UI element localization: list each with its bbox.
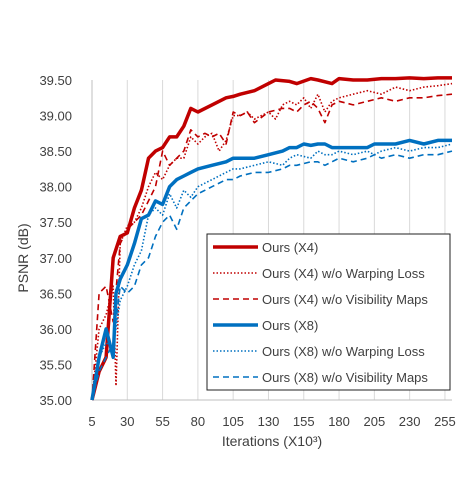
series-line-6	[91, 150, 453, 401]
x-tick-label: 105	[222, 414, 244, 429]
series-line-5	[91, 143, 453, 401]
y-tick-label: 37.00	[39, 251, 72, 266]
y-tick-label: 35.00	[39, 393, 72, 408]
legend-label: Ours (X4) w/o Visibility Maps	[262, 292, 428, 307]
series-layer	[90, 76, 453, 401]
x-tick-label: 205	[364, 414, 386, 429]
legend-label: Ours (X4)	[262, 240, 318, 255]
axis-layer: 5 30 55 80 105 130 155 180 205 230 255 35.00 35.50 36…	[39, 73, 455, 429]
x-tick-label: 230	[399, 414, 421, 429]
x-tick-label: 255	[434, 414, 456, 429]
y-tick-label: 39.50	[39, 73, 72, 88]
legend-label: Ours (X8) w/o Visibility Maps	[262, 370, 428, 385]
x-tick-label: 80	[191, 414, 205, 429]
series-line-4	[90, 138, 452, 401]
series-line-2	[91, 82, 453, 401]
x-axis-title: Iterations (X10³)	[222, 433, 322, 449]
legend-label: Ours (X8)	[262, 318, 318, 333]
y-tick-label: 37.50	[39, 215, 72, 230]
legend: Ours (X4) Ours (X4) w/o Warping Loss Ours …	[206, 233, 451, 391]
legend-box	[206, 233, 451, 391]
y-tick-label: 38.50	[39, 144, 72, 159]
y-tick-label: 36.50	[39, 286, 72, 301]
y-axis-title: PSNR (dB)	[15, 223, 31, 292]
x-tick-label: 180	[328, 414, 350, 429]
y-tick-label: 36.00	[39, 322, 72, 337]
legend-label: Ours (X8) w/o Warping Loss	[262, 344, 425, 359]
x-tick-label: 130	[258, 414, 280, 429]
x-tick-label: 5	[88, 414, 95, 429]
y-tick-label: 35.50	[39, 357, 72, 372]
x-tick-label: 30	[120, 414, 134, 429]
legend-label: Ours (X4) w/o Warping Loss	[262, 266, 425, 281]
y-tick-label: 39.00	[39, 109, 72, 124]
x-tick-label: 55	[155, 414, 169, 429]
series-line-1	[90, 76, 452, 401]
y-tick-label: 38.00	[39, 180, 72, 195]
x-tick-label: 155	[293, 414, 315, 429]
